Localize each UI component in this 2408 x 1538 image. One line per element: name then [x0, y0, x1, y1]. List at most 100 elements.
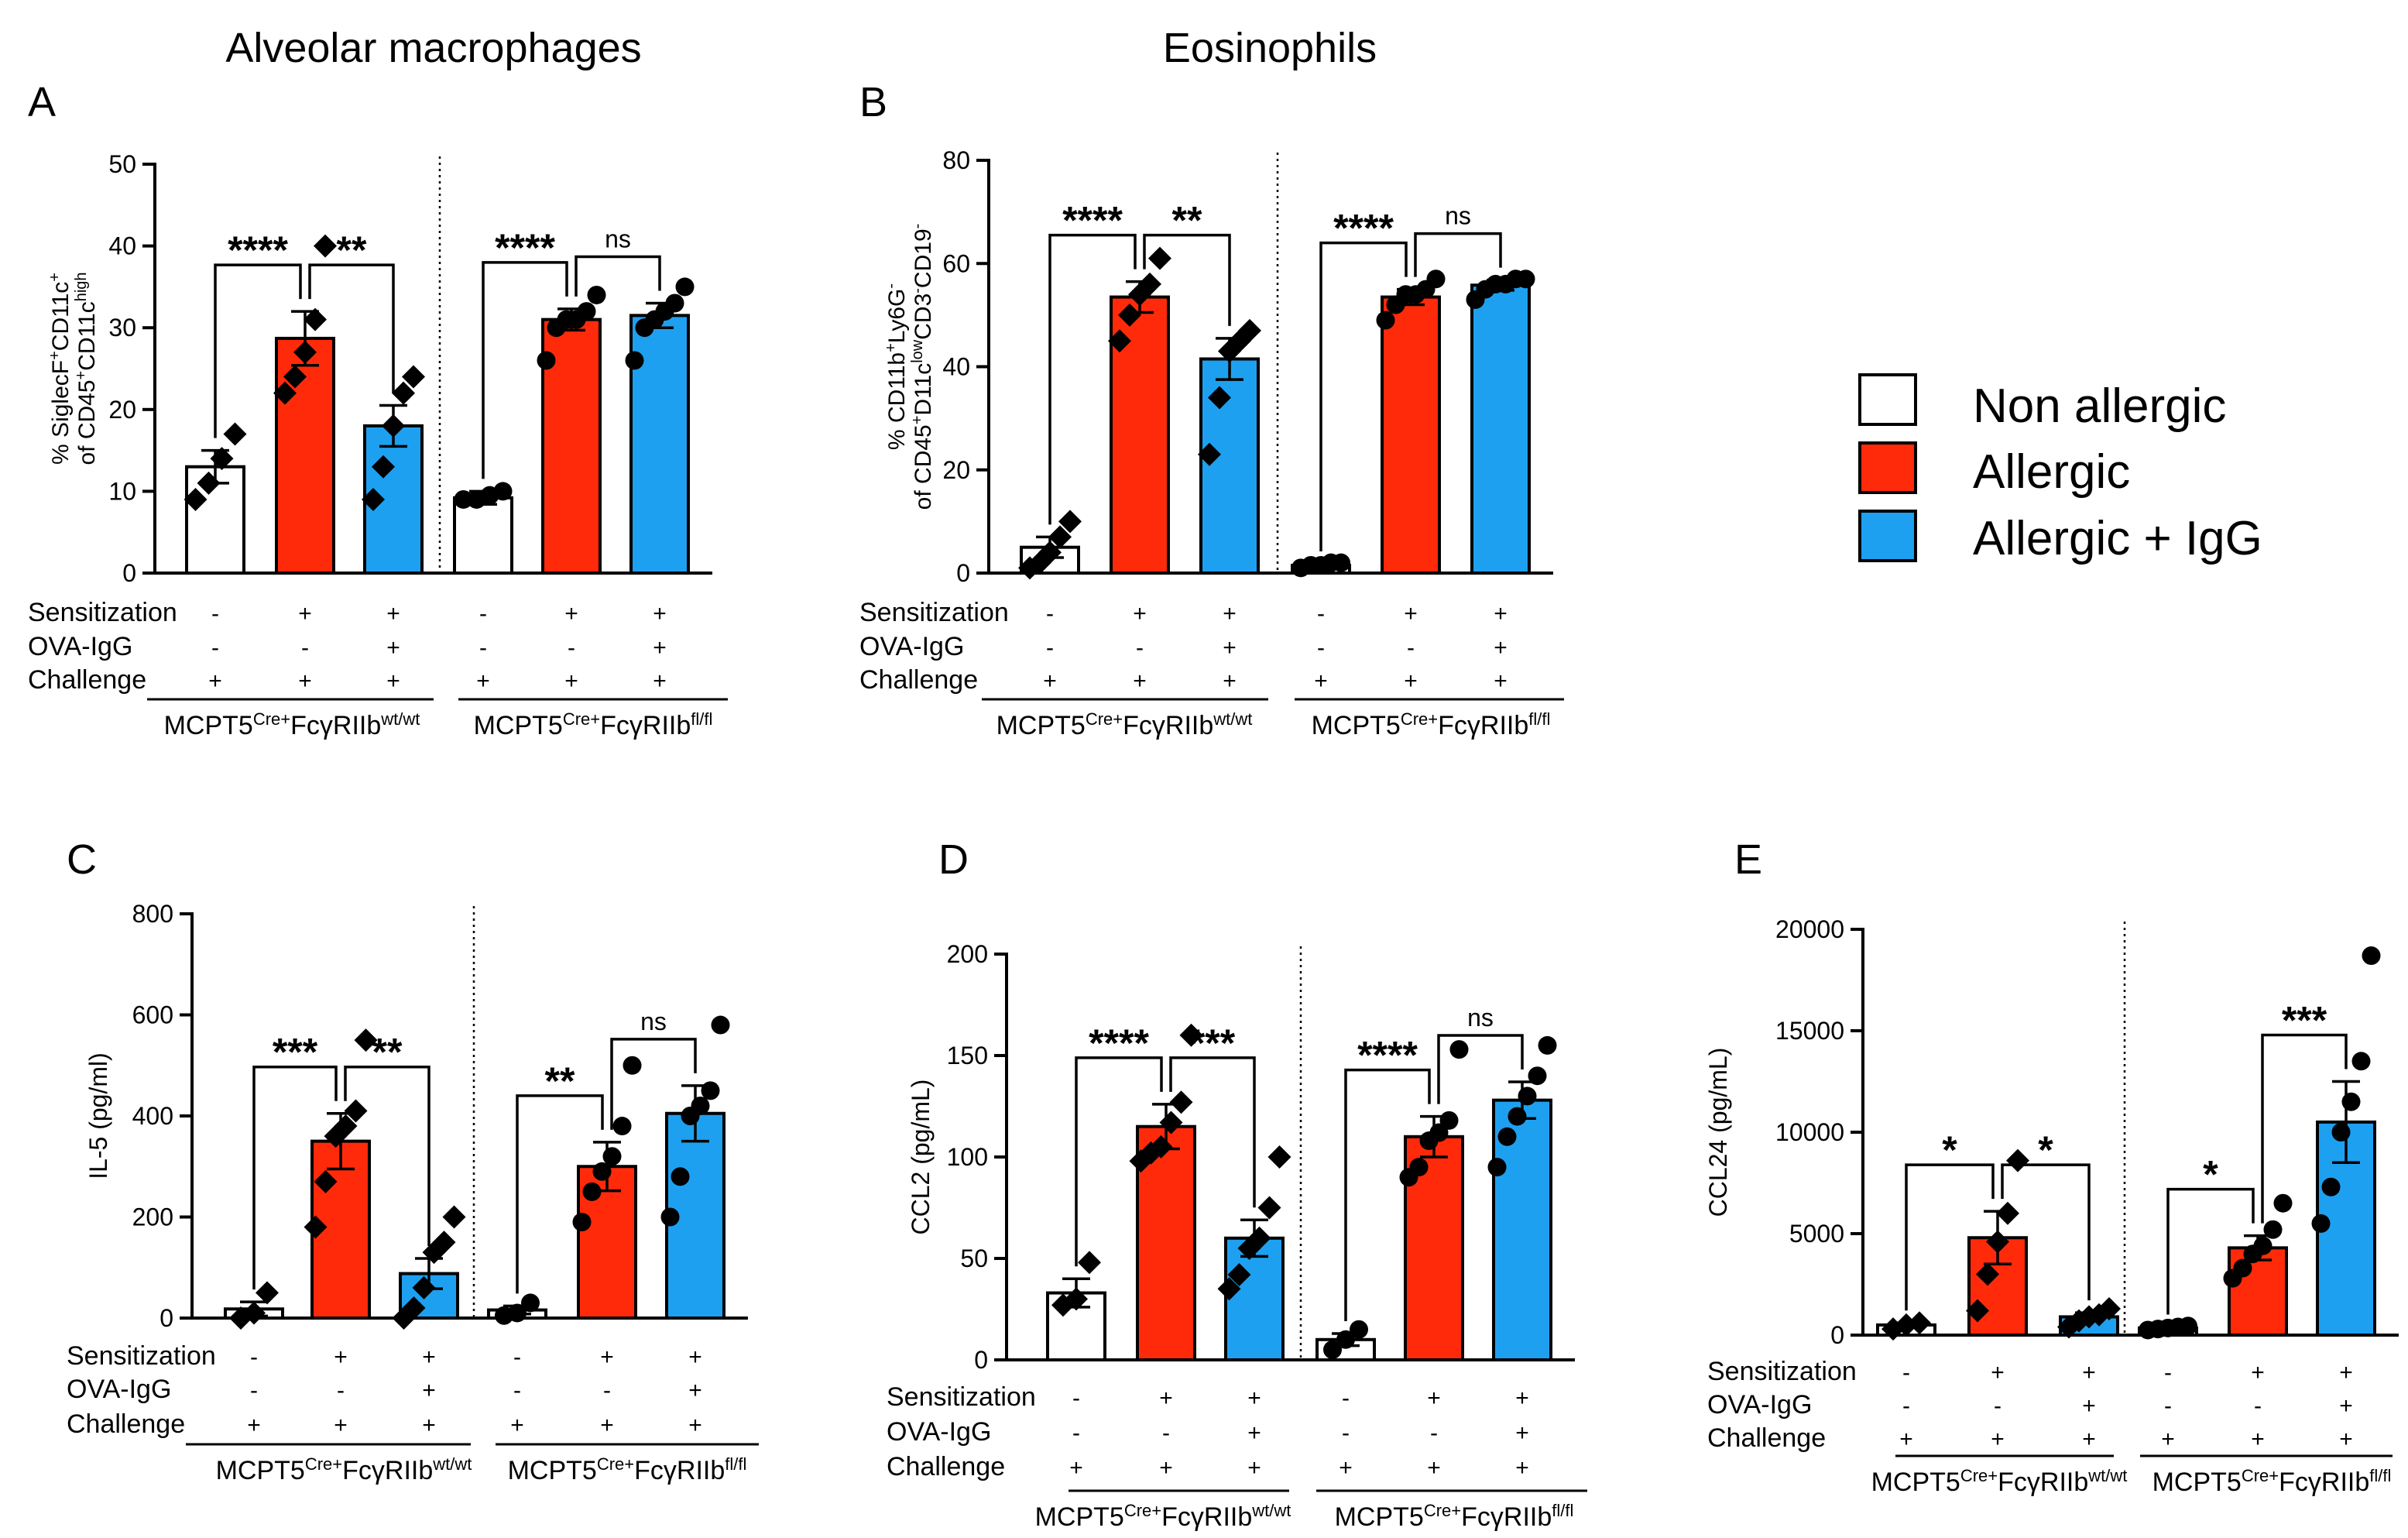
panel-e-point-allergic-igg-fl-4	[2351, 1052, 2371, 1071]
panel-e-genotype-label-1: MCPT5Cre+FcγRIIbfl/fl	[2152, 1466, 2392, 1498]
panel-d-point-allergic-fl-4	[1439, 1111, 1459, 1130]
panel-b-sig-label-0: ****	[1062, 199, 1123, 242]
panel-b-cond-label-2: Challenge	[859, 665, 978, 695]
panel-b-cond-2-0: +	[1043, 668, 1057, 694]
panel-e-point-allergic-wt-3	[1996, 1201, 2019, 1225]
panel-d-cond-0-4: +	[1427, 1385, 1441, 1411]
panel-c-cond-0-3: -	[513, 1344, 521, 1370]
panel-b-cond-0-1: +	[1133, 601, 1147, 627]
legend-label-allergic-igg: Allergic + IgG	[1973, 512, 2262, 565]
panel-c-point-allergic-wt-0	[304, 1215, 328, 1239]
panel-b-cond-0-2: +	[1223, 601, 1237, 627]
panel-a-ytick-label-3: 30	[108, 314, 136, 342]
panel-b-sig-label-2: ****	[1333, 207, 1394, 250]
panel-d-cond-2-5: +	[1515, 1455, 1529, 1481]
panel-c-point-allergic-wt-4	[344, 1099, 368, 1123]
panel-c-cond-2-5: +	[688, 1413, 702, 1438]
panel-c-genotype-label-0: MCPT5Cre+FcγRIIbwt/wt	[216, 1454, 472, 1486]
panel-b-point-allergic-fl-0	[1376, 311, 1395, 330]
panel-a-point-non-allergic-wt-3	[223, 422, 247, 446]
panel-c-ytick-label-2: 400	[132, 1102, 173, 1130]
panel-b-ytick-label-0: 0	[956, 559, 970, 587]
panel-d-sig-label-1: ***	[1190, 1021, 1236, 1065]
panel-d-genotype-label-1: MCPT5Cre+FcγRIIbfl/fl	[1335, 1501, 1574, 1533]
panel-d-point-allergic-igg-fl-0	[1487, 1158, 1507, 1177]
panel-d-letter: D	[938, 836, 969, 883]
legend-swatch-non-allergic	[1858, 373, 1917, 426]
panel-d-point-non-allergic-fl-2	[1350, 1320, 1368, 1339]
panel-b-point-non-allergic-wt-2	[1038, 541, 1062, 565]
panel-b-cond-0-5: +	[1494, 601, 1508, 627]
panel-b-point-allergic-wt-4	[1148, 246, 1171, 270]
panel-d-point-non-allergic-fl-1	[1336, 1330, 1355, 1349]
panel-a-cond-1-3: -	[479, 635, 487, 661]
panel-a: A 0 10 20 30 40 50 % SiglecF+CD11c+of CD45+CD11…	[28, 79, 728, 740]
panel-b-cond-0-3: -	[1317, 601, 1325, 627]
panel-c-cond-2-2: +	[422, 1413, 436, 1438]
panel-a-ytick-label-5: 50	[108, 150, 136, 178]
panels: A 0 10 20 30 40 50 % SiglecF+CD11c+of CD45+CD11…	[28, 79, 2399, 1532]
panel-d-cond-1-5: +	[1515, 1420, 1529, 1446]
panel-b-point-non-allergic-wt-3	[1048, 525, 1072, 549]
panel-b-letter: B	[859, 79, 887, 125]
panel-b-cond-1-5: +	[1494, 635, 1508, 661]
panel-c-point-allergic-igg-wt-1	[402, 1296, 426, 1320]
panel-a-cond-0-4: +	[564, 601, 578, 627]
panel-e-cond-2-3: +	[2161, 1426, 2175, 1452]
panel-d-point-non-allergic-fl-0	[1323, 1340, 1342, 1359]
panel-b-ylabel-line2: of CD45+D11clowCD3-CD19-	[909, 224, 936, 510]
panel-a-ytick-label-2: 20	[108, 396, 136, 424]
panel-d-cond-2-3: +	[1339, 1455, 1353, 1481]
panel-a-cond-0-5: +	[653, 601, 667, 627]
panel-c-point-allergic-fl-2	[592, 1162, 612, 1181]
panel-e-point-non-allergic-wt-2	[1908, 1311, 1931, 1335]
panel-c-point-non-allergic-wt-2	[256, 1281, 279, 1305]
panel-e-point-allergic-wt-1	[1976, 1262, 1999, 1286]
panel-e-genotype-label-0: MCPT5Cre+FcγRIIbwt/wt	[1871, 1466, 2128, 1498]
panel-a-ytick-label-0: 0	[122, 559, 136, 587]
panel-c-cond-1-0: -	[250, 1378, 258, 1403]
panel-b-point-allergic-wt-0	[1108, 329, 1131, 353]
panel-c-point-allergic-wt-3	[334, 1114, 358, 1138]
panel-d-sig-bracket-3	[1437, 1034, 1524, 1104]
panel-d-cond-label-2: Challenge	[887, 1452, 1005, 1481]
panel-b-cond-2-2: +	[1223, 668, 1237, 694]
panel-c-sig-label-2: **	[545, 1059, 575, 1103]
panel-c-point-allergic-igg-fl-5	[711, 1015, 730, 1035]
panel-b-cond-0-0: -	[1046, 601, 1054, 627]
panel-e-cond-1-5: +	[2339, 1393, 2353, 1419]
panel-d-cond-0-3: -	[1342, 1385, 1350, 1411]
panel-c-ylabel: IL-5 (pg/ml)	[84, 1052, 112, 1179]
panel-e-sig-bracket-0	[1905, 1163, 1995, 1311]
panel-a-point-allergic-wt-1	[283, 365, 307, 389]
panel-e-cond-2-4: +	[2251, 1426, 2265, 1452]
panel-a-cond-2-0: +	[208, 668, 222, 694]
panel-d-cond-1-0: -	[1072, 1420, 1080, 1446]
panel-e-cond-1-3: -	[2164, 1393, 2172, 1419]
panel-b-cond-label-0: Sensitization	[859, 598, 1009, 627]
panel-c-sig-label-0: ***	[273, 1031, 318, 1074]
panel-d-bar-allergic-igg-wt	[1224, 1236, 1285, 1362]
panel-c-point-allergic-igg-fl-1	[671, 1167, 690, 1186]
panel-c-sig-bracket-0	[252, 1065, 338, 1290]
panel-a-point-allergic-igg-wt-1	[372, 455, 395, 479]
panel-a-ylabel-line1: % SiglecF+CD11c+	[46, 273, 74, 465]
panel-e-cond-2-2: +	[2082, 1426, 2096, 1452]
panel-d-cond-0-5: +	[1515, 1385, 1529, 1411]
panel-b-cond-2-1: +	[1133, 668, 1147, 694]
panel-e-point-allergic-wt-0	[1966, 1299, 1989, 1323]
panel-d-point-allergic-igg-fl-3	[1518, 1087, 1537, 1106]
panel-d-ytick-label-4: 200	[947, 940, 988, 968]
panel-d-point-allergic-igg-wt-1	[1227, 1262, 1251, 1286]
panel-d-point-allergic-fl-5	[1449, 1040, 1469, 1059]
panel-b-bar-allergic-igg-fl	[1470, 283, 1531, 575]
panel-c-cond-2-0: +	[247, 1413, 261, 1438]
panel-d-point-non-allergic-wt-1	[1065, 1287, 1088, 1311]
panel-a-point-allergic-wt-3	[304, 307, 327, 331]
panel-c-letter: C	[67, 836, 97, 883]
panel-e-ytick-label-0: 0	[1830, 1321, 1844, 1349]
panel-b-ylabel-line1: % CD11b+Ly6G-	[883, 283, 910, 450]
